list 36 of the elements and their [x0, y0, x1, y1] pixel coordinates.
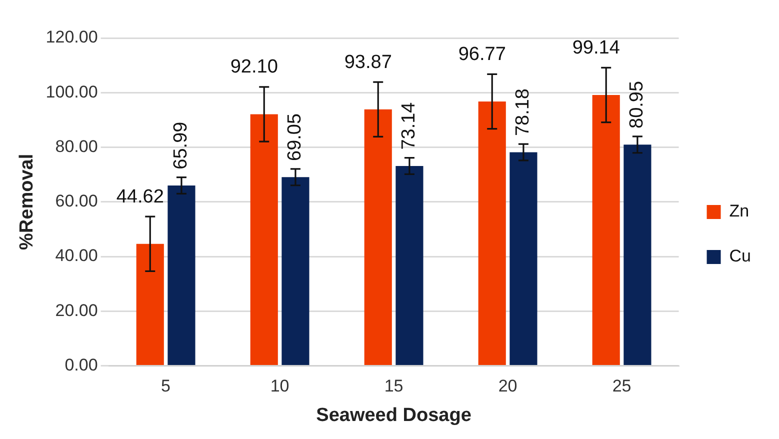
x-tick-label: 20	[498, 376, 518, 396]
data-label: 69.05	[284, 113, 306, 161]
data-label: 93.87	[344, 52, 392, 73]
bar	[168, 186, 196, 366]
y-tick-label: 60.00	[55, 192, 98, 211]
x-axis-title: Seaweed Dosage	[316, 404, 472, 426]
data-label: 44.62	[116, 186, 164, 208]
x-tick-label: 25	[612, 376, 632, 396]
data-label: 92.10	[230, 56, 278, 78]
x-tick-label: 15	[384, 376, 404, 396]
y-axis-title: %Removal	[16, 154, 38, 250]
y-tick-label: 100.00	[46, 82, 98, 102]
y-tick-label: 80.00	[55, 136, 98, 156]
y-tick-label: 40.00	[55, 246, 98, 266]
bar	[136, 244, 164, 366]
bar	[250, 114, 278, 366]
data-label: 65.99	[170, 122, 192, 170]
bar	[478, 101, 506, 366]
bar	[364, 109, 392, 366]
y-tick-label: 0.00	[64, 355, 98, 374]
x-tick-label: 10	[270, 376, 290, 396]
legend-label: Cu	[729, 246, 752, 266]
bar	[282, 177, 310, 366]
legend-label: Zn	[729, 202, 750, 221]
data-label: 78.18	[512, 88, 534, 136]
x-tick-label: 5	[161, 376, 171, 396]
data-label: 99.14	[572, 37, 620, 58]
bar	[510, 152, 538, 366]
bar	[624, 144, 652, 366]
y-tick-label: 120.00	[46, 28, 98, 47]
y-tick-label: 20.00	[55, 300, 98, 320]
data-label: 73.14	[398, 102, 420, 150]
data-label: 80.95	[626, 80, 648, 128]
data-label: 96.77	[458, 44, 506, 65]
bar	[592, 94, 620, 366]
bar	[396, 166, 424, 366]
